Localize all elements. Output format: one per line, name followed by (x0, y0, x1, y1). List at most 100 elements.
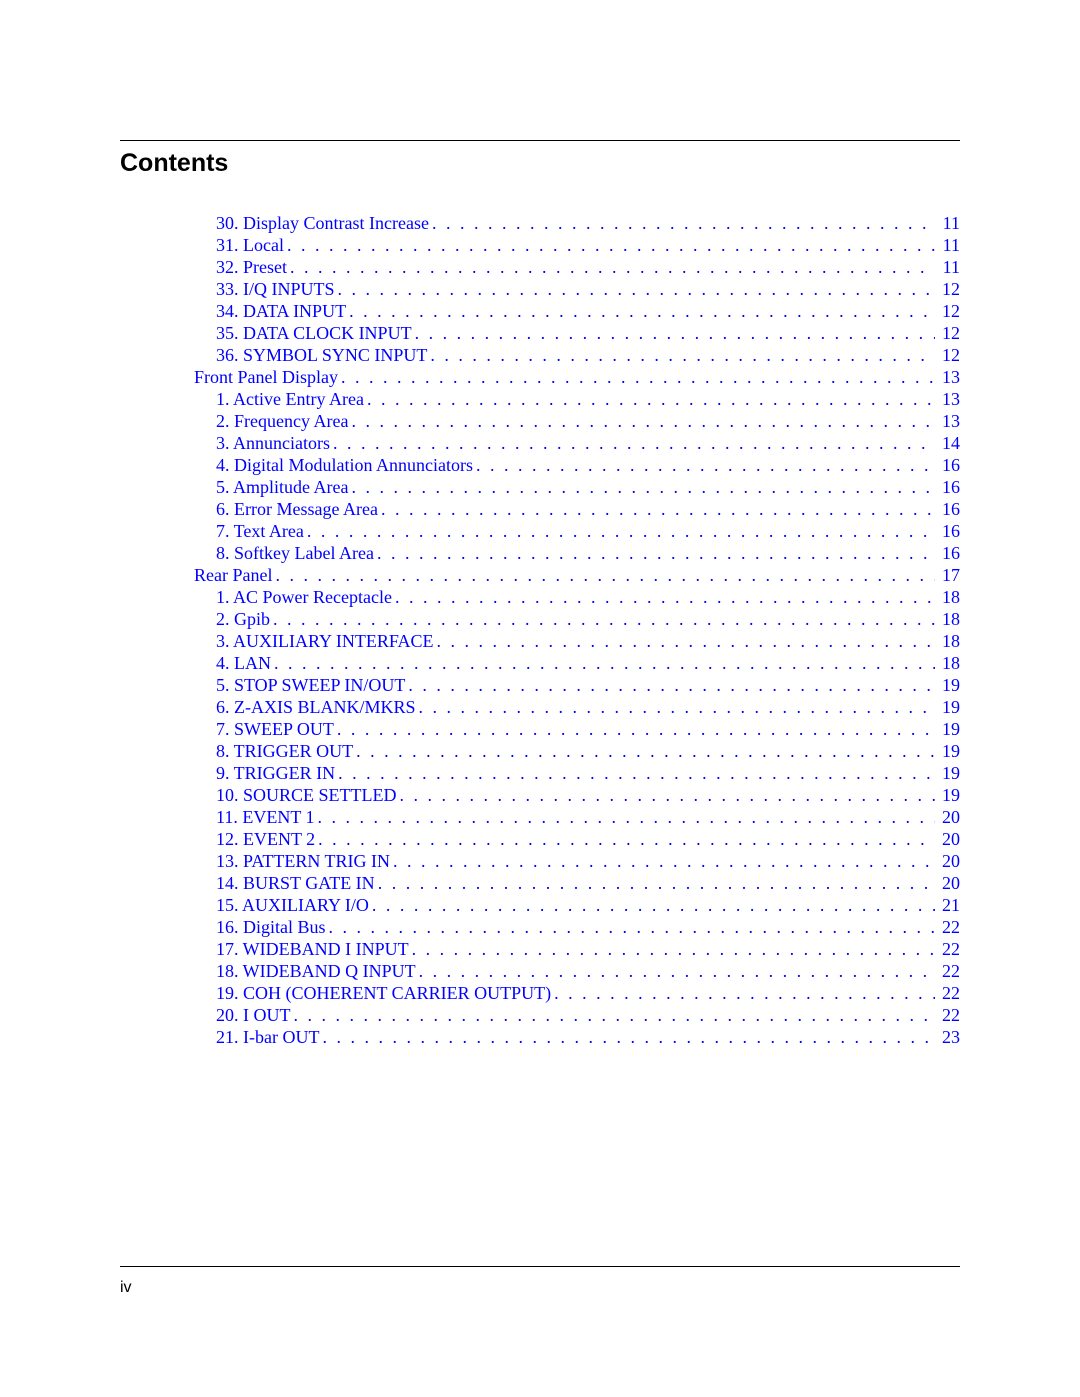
toc-entry-page[interactable]: 22 (938, 960, 960, 982)
toc-entry-page[interactable]: 11 (938, 234, 960, 256)
toc-link[interactable]: 3. Annunciators (216, 433, 330, 453)
toc-link[interactable]: 9. TRIGGER IN (216, 763, 335, 783)
toc-entry-label[interactable]: 31. Local (216, 234, 284, 256)
toc-entry-page[interactable]: 19 (938, 718, 960, 740)
toc-link[interactable]: 14. BURST GATE IN (216, 873, 375, 893)
toc-link[interactable]: 20. I OUT (216, 1005, 291, 1025)
toc-entry-label[interactable]: 6. Error Message Area (216, 498, 378, 520)
toc-entry-page[interactable]: 16 (938, 498, 960, 520)
toc-link[interactable]: 19. COH (COHERENT CARRIER OUTPUT) (216, 983, 551, 1003)
toc-entry-label[interactable]: 17. WIDEBAND I INPUT (216, 938, 409, 960)
toc-entry-label[interactable]: 11. EVENT 1 (216, 806, 315, 828)
toc-entry-label[interactable]: 30. Display Contrast Increase (216, 212, 429, 234)
toc-entry-label[interactable]: 1. Active Entry Area (216, 388, 364, 410)
toc-entry-page[interactable]: 16 (938, 454, 960, 476)
toc-entry-label[interactable]: 36. SYMBOL SYNC INPUT (216, 344, 427, 366)
toc-entry-page[interactable]: 11 (938, 212, 960, 234)
toc-link[interactable]: 8. Softkey Label Area (216, 543, 374, 563)
toc-entry-page[interactable]: 16 (938, 476, 960, 498)
toc-entry-label[interactable]: 2. Frequency Area (216, 410, 348, 432)
toc-entry-page[interactable]: 13 (938, 410, 960, 432)
toc-entry-label[interactable]: 4. Digital Modulation Annunciators (216, 454, 473, 476)
toc-entry-page[interactable]: 19 (938, 696, 960, 718)
toc-link[interactable]: 32. Preset (216, 257, 287, 277)
toc-link[interactable]: 15. AUXILIARY I/O (216, 895, 369, 915)
toc-entry-page[interactable]: 22 (938, 982, 960, 1004)
toc-link[interactable]: 6. Error Message Area (216, 499, 378, 519)
toc-entry-page[interactable]: 19 (938, 784, 960, 806)
toc-link[interactable]: 31. Local (216, 235, 284, 255)
toc-link[interactable]: 5. STOP SWEEP IN/OUT (216, 675, 405, 695)
toc-entry-page[interactable]: 22 (938, 938, 960, 960)
toc-link[interactable]: 35. DATA CLOCK INPUT (216, 323, 412, 343)
toc-entry-label[interactable]: 35. DATA CLOCK INPUT (216, 322, 412, 344)
toc-link[interactable]: 13. PATTERN TRIG IN (216, 851, 390, 871)
toc-link[interactable]: 2. Frequency Area (216, 411, 348, 431)
toc-entry-page[interactable]: 19 (938, 762, 960, 784)
toc-entry-page[interactable]: 22 (938, 1004, 960, 1026)
toc-link[interactable]: 12. EVENT 2 (216, 829, 315, 849)
toc-entry-label[interactable]: 19. COH (COHERENT CARRIER OUTPUT) (216, 982, 551, 1004)
toc-entry-label[interactable]: 18. WIDEBAND Q INPUT (216, 960, 416, 982)
toc-entry-label[interactable]: 5. STOP SWEEP IN/OUT (216, 674, 405, 696)
toc-entry-page[interactable]: 18 (938, 630, 960, 652)
toc-link[interactable]: Front Panel Display (194, 367, 338, 387)
toc-link[interactable]: 6. Z-AXIS BLANK/MKRS (216, 697, 416, 717)
toc-link[interactable]: 1. Active Entry Area (216, 389, 364, 409)
toc-entry-label[interactable]: 15. AUXILIARY I/O (216, 894, 369, 916)
toc-entry-page[interactable]: 14 (938, 432, 960, 454)
toc-entry-page[interactable]: 19 (938, 674, 960, 696)
toc-link[interactable]: 7. SWEEP OUT (216, 719, 334, 739)
toc-entry-label[interactable]: 4. LAN (216, 652, 271, 674)
toc-entry-page[interactable]: 20 (938, 850, 960, 872)
toc-entry-label[interactable]: 7. SWEEP OUT (216, 718, 334, 740)
toc-entry-page[interactable]: 23 (938, 1026, 960, 1048)
toc-entry-label[interactable]: Front Panel Display (194, 366, 338, 388)
toc-entry-label[interactable]: 21. I-bar OUT (216, 1026, 319, 1048)
toc-entry-page[interactable]: 16 (938, 520, 960, 542)
toc-link[interactable]: 3. AUXILIARY INTERFACE (216, 631, 434, 651)
toc-entry-page[interactable]: 20 (938, 828, 960, 850)
toc-entry-page[interactable]: 18 (938, 586, 960, 608)
toc-link[interactable]: 8. TRIGGER OUT (216, 741, 353, 761)
toc-entry-label[interactable]: 32. Preset (216, 256, 287, 278)
toc-entry-label[interactable]: 6. Z-AXIS BLANK/MKRS (216, 696, 416, 718)
toc-link[interactable]: 1. AC Power Receptacle (216, 587, 392, 607)
toc-link[interactable]: Rear Panel (194, 565, 272, 585)
toc-link[interactable]: 11. EVENT 1 (216, 807, 315, 827)
toc-entry-label[interactable]: 16. Digital Bus (216, 916, 326, 938)
toc-entry-page[interactable]: 18 (938, 652, 960, 674)
toc-entry-page[interactable]: 17 (938, 564, 960, 586)
toc-link[interactable]: 10. SOURCE SETTLED (216, 785, 397, 805)
toc-entry-page[interactable]: 12 (938, 322, 960, 344)
toc-entry-label[interactable]: 8. Softkey Label Area (216, 542, 374, 564)
toc-link[interactable]: 18. WIDEBAND Q INPUT (216, 961, 416, 981)
toc-entry-label[interactable]: Rear Panel (194, 564, 272, 586)
toc-link[interactable]: 5. Amplitude Area (216, 477, 348, 497)
toc-link[interactable]: 33. I/Q INPUTS (216, 279, 335, 299)
toc-entry-label[interactable]: 14. BURST GATE IN (216, 872, 375, 894)
toc-entry-label[interactable]: 5. Amplitude Area (216, 476, 348, 498)
toc-entry-label[interactable]: 20. I OUT (216, 1004, 291, 1026)
toc-entry-page[interactable]: 21 (938, 894, 960, 916)
toc-entry-page[interactable]: 12 (938, 300, 960, 322)
toc-entry-label[interactable]: 1. AC Power Receptacle (216, 586, 392, 608)
toc-link[interactable]: 4. Digital Modulation Annunciators (216, 455, 473, 475)
toc-entry-label[interactable]: 12. EVENT 2 (216, 828, 315, 850)
toc-link[interactable]: 17. WIDEBAND I INPUT (216, 939, 409, 959)
toc-link[interactable]: 2. Gpib (216, 609, 270, 629)
toc-entry-page[interactable]: 19 (938, 740, 960, 762)
toc-entry-label[interactable]: 13. PATTERN TRIG IN (216, 850, 390, 872)
toc-link[interactable]: 16. Digital Bus (216, 917, 326, 937)
toc-entry-page[interactable]: 13 (938, 366, 960, 388)
toc-entry-page[interactable]: 22 (938, 916, 960, 938)
toc-entry-page[interactable]: 12 (938, 278, 960, 300)
toc-link[interactable]: 7. Text Area (216, 521, 304, 541)
toc-entry-label[interactable]: 34. DATA INPUT (216, 300, 346, 322)
toc-link[interactable]: 36. SYMBOL SYNC INPUT (216, 345, 427, 365)
toc-entry-page[interactable]: 13 (938, 388, 960, 410)
toc-entry-label[interactable]: 9. TRIGGER IN (216, 762, 335, 784)
toc-entry-page[interactable]: 20 (938, 872, 960, 894)
toc-entry-page[interactable]: 12 (938, 344, 960, 366)
toc-entry-label[interactable]: 33. I/Q INPUTS (216, 278, 335, 300)
